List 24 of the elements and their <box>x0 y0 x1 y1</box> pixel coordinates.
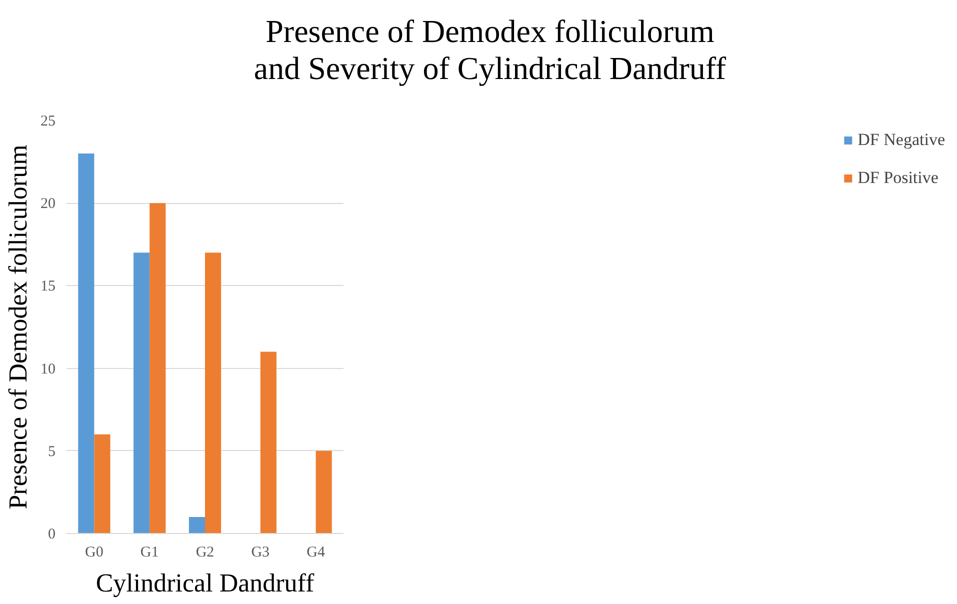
x-tick-label: G2 <box>196 544 214 560</box>
text: Presence of Demodex folliculorum and Severity of Cylindrical Dandruff <box>254 13 726 87</box>
bar <box>78 154 94 534</box>
y-tick-label: 15 <box>40 278 56 295</box>
y-tick-label: 25 <box>40 114 56 130</box>
x-tick-label: G4 <box>306 544 326 560</box>
bar <box>188 516 205 534</box>
x-tick-label: G1 <box>140 544 159 560</box>
y-axis-title: Presence of Demodex folliculorum <box>4 144 32 510</box>
bar <box>316 450 332 534</box>
bar <box>150 203 166 534</box>
x-tick-label: G3 <box>251 544 270 560</box>
legend-label: DF Negative <box>858 130 945 150</box>
x-axis-title: Cylindrical Dandruff <box>96 568 314 598</box>
y-tick-label: 5 <box>48 444 56 460</box>
legend-label: DF Positive <box>858 168 938 188</box>
bar <box>260 352 276 534</box>
y-tick-label: 0 <box>48 526 56 542</box>
bar <box>205 252 222 534</box>
x-tick-label: G0 <box>85 544 104 560</box>
bar <box>134 252 150 534</box>
y-tick-label: 20 <box>40 196 56 212</box>
bar <box>94 434 110 534</box>
y-tick-label: 10 <box>40 361 56 378</box>
